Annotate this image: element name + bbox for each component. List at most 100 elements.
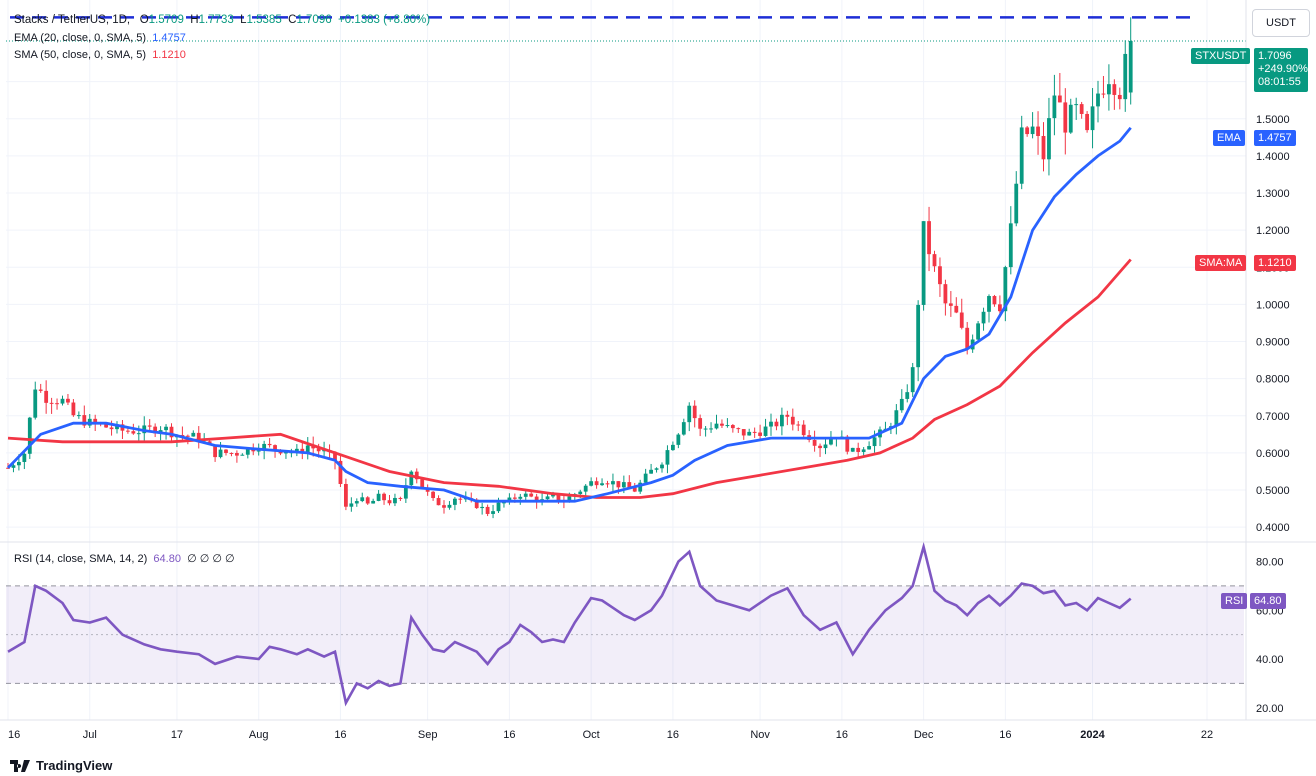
candle-body (714, 423, 719, 429)
candle-body (921, 221, 926, 305)
candle-body (1101, 93, 1106, 95)
candle-body (850, 447, 855, 452)
candle-body (1025, 127, 1030, 135)
candle-body (104, 423, 108, 428)
candle-body (643, 473, 648, 483)
candle-body (256, 450, 261, 452)
candle-body (632, 487, 637, 492)
candle-body (681, 422, 686, 435)
candle-body (60, 398, 65, 404)
candle-body (551, 494, 555, 497)
time-axis[interactable]: 16 Jul 17 Aug 16 Sep 16 Oct 16 Nov 16 Dec 16 2024 22 (8, 729, 1213, 741)
low-label: L (240, 14, 247, 26)
candle-body (1112, 84, 1117, 95)
candle-body (965, 327, 970, 350)
candle-body (1019, 127, 1024, 184)
rsi-tick-label: 80.00 (1256, 557, 1284, 569)
candle-body (218, 449, 223, 458)
sma-line (7, 258, 1132, 499)
candle-body (447, 504, 452, 508)
candle-body (910, 367, 915, 393)
candle-body (665, 450, 670, 465)
candle-body (534, 496, 539, 503)
sma-legend[interactable]: SMA (50, close, 0, SMA, 5) 1.1210 (14, 49, 186, 61)
price-tick-label: 0.9000 (1256, 337, 1290, 349)
candle-body (1079, 104, 1084, 114)
time-tick-label: 16 (8, 729, 20, 741)
symbol-badge: STXUSDT (1191, 48, 1251, 64)
rsi-line (7, 541, 1132, 707)
rsi-legend-label: RSI (14, close, SMA, 14, 2) (14, 553, 148, 565)
candle-body (436, 498, 441, 506)
candle-body (502, 502, 506, 504)
last-price-tag: 1.7096 +249.90% 08:01:55 (1254, 48, 1308, 92)
time-tick-label: 16 (334, 729, 346, 741)
candle-body (709, 428, 713, 430)
candle-body (393, 497, 397, 504)
candle-body (698, 418, 703, 429)
candle-body (1047, 118, 1051, 160)
candle-body (671, 444, 675, 451)
candle-body (349, 503, 354, 507)
rsi-badge-text: RSI (1225, 595, 1244, 607)
rsi-legend-value: 64.80 (153, 553, 181, 565)
candle-body (692, 405, 697, 419)
ema-line (6, 126, 1132, 503)
price-tick-label: 0.8000 (1256, 374, 1290, 386)
currency-selector[interactable]: USDT (1252, 9, 1310, 37)
candle-body (376, 493, 381, 501)
candle-body (245, 447, 250, 455)
candle-body (1036, 126, 1040, 137)
candle-body (414, 471, 419, 480)
candle-body (458, 498, 463, 500)
candle-body (22, 453, 27, 462)
candle-body (589, 481, 594, 486)
candle-body (611, 481, 615, 485)
time-tick-label: 17 (171, 729, 183, 741)
candle-body (758, 432, 762, 436)
high-label: H (190, 14, 199, 26)
last-price: 1.7096 (1258, 50, 1292, 62)
candle-body (1107, 84, 1111, 95)
candle-body (431, 491, 435, 499)
ema-legend[interactable]: EMA (20, close, 0, SMA, 5) 1.4757 (14, 32, 186, 44)
candle-body (905, 392, 910, 399)
candle-body (1008, 223, 1013, 268)
candle-body (66, 398, 70, 403)
candle-body (6, 467, 10, 469)
tradingview-logo-icon (10, 759, 30, 772)
time-tick-label: Oct (583, 729, 600, 741)
time-tick-label: 16 (999, 729, 1011, 741)
candle-body (316, 448, 321, 452)
candle-body (1117, 94, 1122, 100)
candle-body (1068, 104, 1073, 133)
price-tick-label: 0.4000 (1256, 522, 1290, 534)
rsi-badge-value: 64.80 (1250, 593, 1286, 609)
candle-body (769, 421, 773, 427)
candle-body (1014, 183, 1019, 224)
candle-body (998, 304, 1002, 312)
price-tick-label: 1.2000 (1256, 225, 1290, 237)
candle-body (987, 296, 991, 312)
candle-body (360, 497, 365, 502)
close-label: C (288, 14, 297, 26)
low-value: 1.5385 (246, 14, 282, 26)
candle-body (741, 429, 746, 436)
symbol-title[interactable]: Stacks / TetherUS, 1D, (14, 14, 131, 26)
candle-body (442, 505, 446, 508)
time-tick-label: 16 (836, 729, 848, 741)
rsi-legend[interactable]: RSI (14, close, SMA, 14, 2) 64.80 ∅ ∅ ∅ … (14, 552, 235, 565)
tradingview-label: TradingView (36, 758, 113, 773)
candle-body (916, 304, 921, 368)
candle-body (333, 451, 337, 461)
candle-body (943, 284, 948, 304)
candle-body (294, 448, 299, 453)
time-tick-label: Sep (418, 729, 438, 741)
candle-body (262, 443, 267, 451)
tradingview-logo[interactable]: TradingView (10, 758, 112, 773)
candle-body (33, 389, 38, 418)
rsi-band-lines (6, 585, 1246, 684)
symbol-legend[interactable]: Stacks / TetherUS, 1D, O1.5709 H1.7733 L… (14, 14, 430, 26)
